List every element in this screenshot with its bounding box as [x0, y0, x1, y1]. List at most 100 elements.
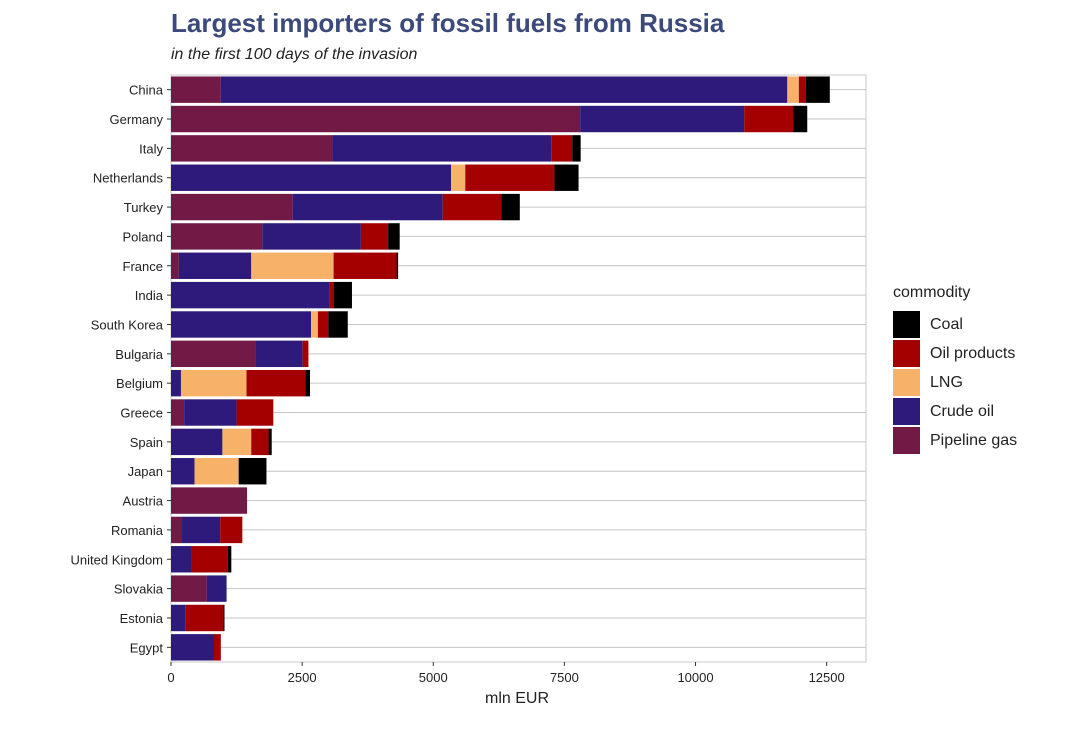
x-tick-label-7500: 7500 — [550, 670, 579, 685]
bar-germany-crude-oil — [580, 105, 745, 133]
bar-germany-coal — [793, 105, 808, 133]
bar-romania-oil-products — [220, 516, 243, 544]
bar-netherlands-oil-products — [465, 164, 555, 191]
bar-turkey-crude-oil — [292, 193, 443, 221]
legend-label-crude-oil: Crude oil — [930, 402, 995, 420]
x-tick-label-10000: 10000 — [677, 670, 713, 685]
chart-subtitle: in the first 100 days of the invasion — [171, 46, 418, 63]
bar-romania-crude-oil — [182, 516, 221, 544]
axes: China Germany Italy Netherlands Turkey Poland… — [71, 83, 845, 685]
bar-south-korea-lng — [311, 311, 318, 338]
bar-austria-pipeline-gas — [171, 487, 248, 514]
bar-italy-coal — [572, 135, 581, 162]
bar-china-pipeline-gas — [171, 76, 221, 103]
bar-spain-lng — [222, 428, 252, 456]
legend-label-pipeline-gas: Pipeline gas — [930, 431, 1018, 449]
bar-egypt-crude-oil — [171, 634, 215, 661]
bar-belgium-oil-products — [246, 369, 306, 397]
bar-china-lng — [787, 76, 799, 103]
bar-china-coal — [805, 76, 830, 103]
x-tick-label-2500: 2500 — [288, 670, 317, 685]
x-tick-label-0: 0 — [167, 670, 174, 685]
bar-romania-pipeline-gas — [171, 516, 183, 544]
bar-italy-pipeline-gas — [171, 135, 333, 162]
y-tick-label-estonia: Estonia — [120, 611, 164, 626]
y-tick-label-south-korea: South Korea — [91, 317, 164, 332]
bar-bulgaria-pipeline-gas — [171, 340, 256, 368]
bar-spain-coal — [268, 428, 272, 456]
bar-india-coal — [333, 281, 352, 309]
bar-estonia-coal — [223, 604, 225, 632]
bar-united-kingdom-coal — [227, 546, 232, 573]
chart-title: Largest importers of fossil fuels from R… — [171, 8, 725, 38]
legend-item-pipeline-gas: Pipeline gas — [893, 426, 1017, 455]
bar-bulgaria-oil-products — [302, 340, 309, 368]
bars — [171, 76, 830, 661]
legend: commodity Coal Oil products LNG Crude oi… — [893, 284, 1017, 455]
bar-netherlands-coal — [554, 164, 579, 191]
bar-slovakia-pipeline-gas — [171, 575, 207, 602]
bar-spain-crude-oil — [171, 428, 223, 456]
y-tick-label-austria: Austria — [123, 494, 164, 509]
bar-turkey-pipeline-gas — [171, 193, 293, 221]
x-tick-label-12500: 12500 — [809, 670, 845, 685]
bar-belgium-lng — [180, 369, 247, 397]
legend-swatch-lng — [893, 369, 920, 396]
bar-germany-pipeline-gas — [171, 105, 581, 133]
y-tick-label-turkey: Turkey — [124, 200, 164, 215]
legend-label-lng: LNG — [930, 373, 963, 391]
legend-item-oil-products: Oil products — [893, 339, 1017, 368]
y-tick-label-slovakia: Slovakia — [114, 582, 164, 597]
bar-estonia-crude-oil — [171, 604, 186, 632]
y-tick-label-germany: Germany — [110, 112, 164, 127]
bar-bulgaria-crude-oil — [255, 340, 303, 368]
bar-china-oil-products — [798, 76, 806, 103]
bar-india-oil-products — [329, 281, 334, 309]
legend-item-lng: LNG — [893, 368, 1017, 397]
bar-united-kingdom-crude-oil — [171, 546, 192, 573]
y-tick-label-united-kingdom: United Kingdom — [71, 552, 164, 567]
bar-estonia-oil-products — [185, 604, 224, 632]
bar-united-kingdom-oil-products — [191, 546, 228, 573]
grid-lines — [170, 74, 867, 663]
legend-swatch-coal — [893, 311, 920, 338]
bar-france-coal — [396, 252, 399, 279]
legend-label-oil-products: Oil products — [930, 344, 1016, 362]
bar-egypt-oil-products — [214, 634, 221, 661]
bar-south-korea-coal — [328, 311, 348, 338]
bar-belgium-coal — [305, 369, 310, 397]
legend-swatch-crude-oil — [893, 398, 920, 425]
bar-netherlands-crude-oil — [171, 164, 452, 191]
bar-japan-crude-oil — [171, 458, 195, 485]
y-tick-label-greece: Greece — [120, 406, 163, 421]
bar-south-korea-oil-products — [317, 311, 329, 338]
y-tick-label-egypt: Egypt — [130, 640, 164, 655]
bar-france-pipeline-gas — [171, 252, 179, 279]
y-tick-label-china: China — [129, 83, 164, 98]
bar-india-crude-oil — [171, 281, 330, 309]
bar-poland-pipeline-gas — [171, 223, 263, 250]
legend-item-coal: Coal — [893, 310, 1017, 339]
y-tick-label-romania: Romania — [111, 523, 164, 538]
y-tick-label-belgium: Belgium — [116, 376, 163, 391]
bar-china-crude-oil — [220, 76, 788, 103]
bar-germany-oil-products — [744, 105, 794, 133]
bar-poland-oil-products — [360, 223, 389, 250]
bar-japan-coal — [238, 458, 267, 485]
y-tick-label-bulgaria: Bulgaria — [115, 347, 163, 362]
bar-france-lng — [251, 252, 334, 279]
panel-border — [170, 74, 867, 663]
y-tick-label-netherlands: Netherlands — [93, 171, 164, 186]
bar-greece-pipeline-gas — [171, 399, 185, 426]
bar-italy-crude-oil — [332, 135, 552, 162]
bar-turkey-oil-products — [442, 193, 502, 221]
legend-label-coal: Coal — [930, 315, 963, 333]
bar-italy-oil-products — [551, 135, 573, 162]
y-tick-label-france: France — [123, 259, 163, 274]
bar-slovakia-crude-oil — [206, 575, 227, 602]
legend-swatch-pipeline-gas — [893, 427, 920, 454]
y-tick-label-italy: Italy — [139, 141, 163, 156]
y-tick-label-poland: Poland — [123, 229, 163, 244]
bar-france-oil-products — [333, 252, 397, 279]
